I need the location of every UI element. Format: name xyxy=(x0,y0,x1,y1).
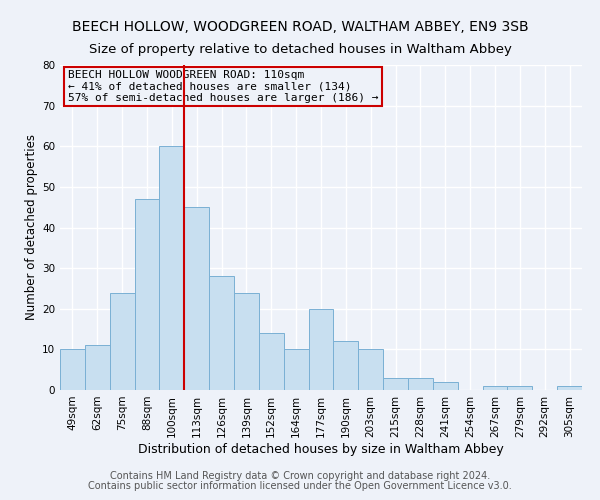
Bar xyxy=(358,350,383,390)
Text: BEECH HOLLOW, WOODGREEN ROAD, WALTHAM ABBEY, EN9 3SB: BEECH HOLLOW, WOODGREEN ROAD, WALTHAM AB… xyxy=(71,20,529,34)
Bar xyxy=(308,308,334,390)
X-axis label: Distribution of detached houses by size in Waltham Abbey: Distribution of detached houses by size … xyxy=(138,442,504,456)
Bar xyxy=(160,146,184,390)
Text: Contains HM Land Registry data © Crown copyright and database right 2024.: Contains HM Land Registry data © Crown c… xyxy=(110,471,490,481)
Bar xyxy=(557,386,582,390)
Text: BEECH HOLLOW WOODGREEN ROAD: 110sqm
← 41% of detached houses are smaller (134)
5: BEECH HOLLOW WOODGREEN ROAD: 110sqm ← 41… xyxy=(68,70,379,103)
Bar xyxy=(85,346,110,390)
Bar xyxy=(259,333,284,390)
Bar xyxy=(110,292,134,390)
Bar xyxy=(184,207,209,390)
Bar xyxy=(482,386,508,390)
Bar xyxy=(209,276,234,390)
Bar xyxy=(284,350,308,390)
Y-axis label: Number of detached properties: Number of detached properties xyxy=(25,134,38,320)
Text: Contains public sector information licensed under the Open Government Licence v3: Contains public sector information licen… xyxy=(88,481,512,491)
Bar xyxy=(433,382,458,390)
Bar xyxy=(508,386,532,390)
Bar xyxy=(383,378,408,390)
Bar xyxy=(408,378,433,390)
Bar xyxy=(134,199,160,390)
Bar xyxy=(334,341,358,390)
Bar xyxy=(60,350,85,390)
Bar xyxy=(234,292,259,390)
Text: Size of property relative to detached houses in Waltham Abbey: Size of property relative to detached ho… xyxy=(89,42,511,56)
